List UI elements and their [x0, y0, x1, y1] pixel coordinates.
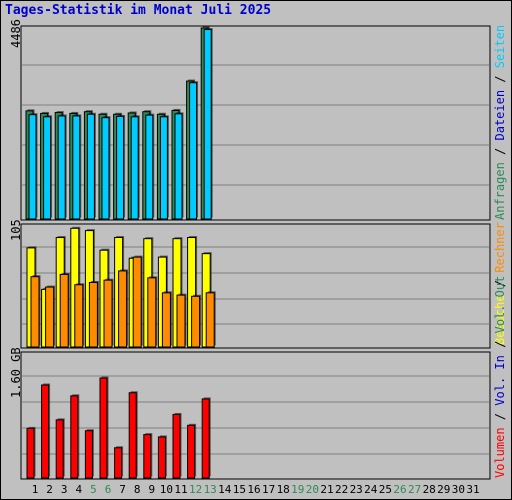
bar-seiten-day-10: [159, 116, 168, 220]
panel-2-scale-label: 105: [9, 219, 23, 241]
bar-seiten-day-11: [174, 113, 183, 220]
x-tick-label-day-4: 4: [75, 483, 82, 496]
x-tick-label-day-27: 27: [408, 483, 421, 496]
bar-seiten-day-2: [43, 116, 52, 220]
x-tick-label-day-29: 29: [437, 483, 450, 496]
bar-seiten-day-7: [116, 115, 125, 220]
x-tick-label-day-21: 21: [320, 483, 333, 496]
x-tick-label-day-8: 8: [134, 483, 141, 496]
legend-item-vol-in: Vol. In: [493, 355, 507, 406]
bar-rechner-day-8: [132, 256, 142, 348]
x-tick-label-day-17: 17: [262, 483, 275, 496]
panel-3-plot-area: [20, 351, 491, 480]
x-tick-label-day-18: 18: [277, 483, 290, 496]
bar-volumen-day-7: [114, 447, 123, 479]
legend-separator: /: [493, 405, 507, 428]
x-tick-label-day-12: 12: [189, 483, 202, 496]
x-tick-label-day-14: 14: [218, 483, 232, 496]
x-tick-label-day-1: 1: [32, 483, 39, 496]
x-tick-label-day-28: 28: [423, 483, 436, 496]
bar-seiten-day-9: [145, 114, 154, 220]
bar-volumen-day-10: [157, 436, 166, 479]
legend-separator: /: [493, 140, 507, 163]
bar-volumen-day-12: [187, 424, 196, 479]
bar-volumen-day-5: [84, 430, 93, 479]
x-tick-label-day-25: 25: [379, 483, 392, 496]
legend-item-seiten: Seiten: [493, 24, 507, 69]
bar-seiten-day-1: [28, 114, 37, 220]
bar-rechner-day-10: [161, 292, 171, 348]
bar-seiten-day-3: [57, 115, 66, 220]
x-tick-label-day-30: 30: [452, 483, 465, 496]
x-tick-label-day-26: 26: [393, 483, 406, 496]
x-tick-label-day-24: 24: [364, 483, 378, 496]
x-tick-label-day-9: 9: [148, 483, 155, 496]
chart-title: Tages-Statistik im Monat Juli 2025: [5, 3, 272, 18]
x-tick-label-day-19: 19: [291, 483, 304, 496]
x-tick-label-day-5: 5: [90, 483, 97, 496]
bar-volumen-day-8: [128, 392, 137, 479]
bar-volumen-day-11: [172, 413, 181, 479]
bar-rechner-day-5: [88, 281, 98, 348]
bar-rechner-day-11: [176, 294, 186, 348]
bar-volumen-day-4: [70, 395, 79, 479]
x-tick-label-day-3: 3: [61, 483, 68, 496]
legend-item-volumen: Volumen: [493, 427, 507, 478]
bar-rechner-day-4: [74, 284, 84, 348]
legend-item-anfragen: Anfragen: [493, 162, 507, 220]
x-tick-label-day-13: 13: [204, 483, 217, 496]
legend-separator: /: [493, 333, 507, 356]
legend-separator: /: [493, 68, 507, 90]
bar-volumen-day-9: [143, 434, 152, 479]
bar-volumen-day-1: [26, 427, 35, 479]
bar-seiten-day-13: [203, 29, 212, 220]
x-tick-label-day-15: 15: [233, 483, 246, 496]
bar-volumen-day-6: [99, 377, 108, 479]
x-tick-label-day-23: 23: [350, 483, 363, 496]
x-tick-label-day-31: 31: [466, 483, 479, 496]
bar-volumen-day-3: [55, 419, 64, 479]
bar-rechner-day-2: [45, 286, 55, 348]
bar-seiten-day-4: [72, 115, 81, 220]
x-tick-label-day-2: 2: [46, 483, 53, 496]
x-tick-label-day-11: 11: [174, 483, 187, 496]
panel-3-scale-label: 1.60 GB: [9, 347, 23, 398]
bar-seiten-day-8: [130, 116, 139, 220]
bar-seiten-day-5: [86, 113, 95, 220]
x-tick-label-day-10: 10: [160, 483, 173, 496]
bar-rechner-day-6: [103, 279, 113, 348]
x-tick-label-day-6: 6: [105, 483, 112, 496]
legend-item-dateien: Dateien: [493, 89, 507, 141]
x-tick-label-day-22: 22: [335, 483, 348, 496]
bar-rechner-day-1: [30, 276, 40, 348]
bar-rechner-day-3: [59, 273, 69, 348]
bar-volumen-day-2: [41, 384, 50, 479]
bar-seiten-day-6: [101, 117, 110, 220]
legend-item-vol-out: Vol. Out: [493, 275, 507, 334]
bar-rechner-day-13: [205, 292, 215, 348]
bar-volumen-day-13: [201, 398, 210, 479]
x-tick-label-day-7: 7: [119, 483, 126, 496]
bar-rechner-day-7: [118, 270, 128, 348]
x-tick-label-day-20: 20: [306, 483, 319, 496]
bar-seiten-day-12: [189, 82, 198, 220]
panel-1-scale-label: 4486: [9, 19, 23, 48]
legend-item-rechner: Rechner: [493, 222, 507, 273]
bar-rechner-day-9: [147, 277, 157, 348]
bar-rechner-day-12: [191, 295, 201, 348]
x-tick-label-day-16: 16: [247, 483, 260, 496]
panel-2-plot-area: [20, 223, 491, 349]
